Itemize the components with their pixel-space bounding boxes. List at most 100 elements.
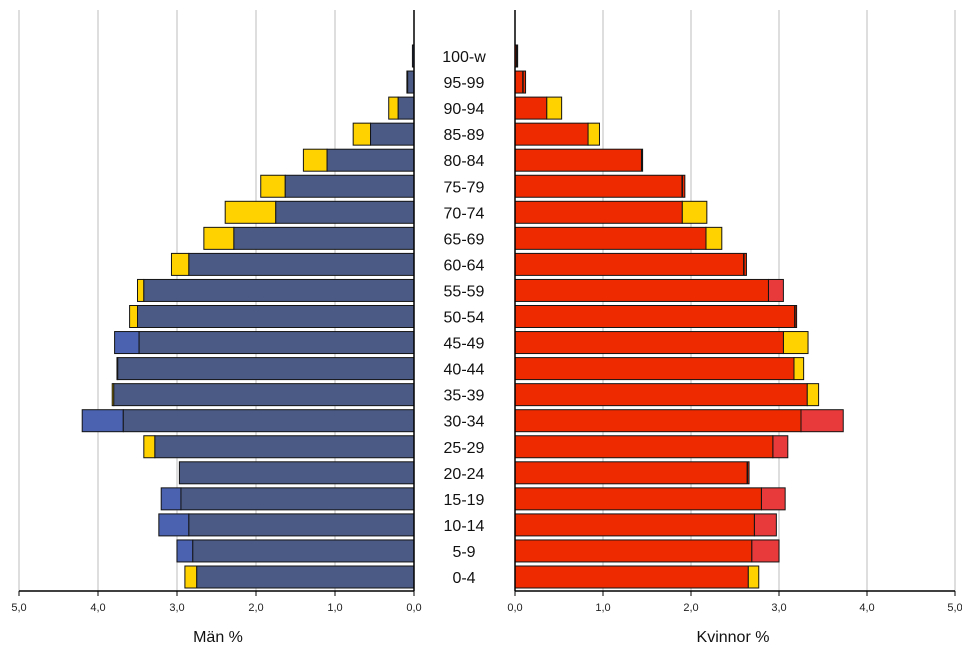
women-comparison-bar	[800, 409, 844, 433]
men-bar	[178, 461, 415, 485]
men-bar	[143, 278, 415, 302]
women-comparison-bar	[747, 565, 760, 589]
men-comparison-bar	[224, 200, 277, 224]
women-bar	[514, 539, 753, 563]
age-labels: 100-w 95-99 90-94 85-89 80-84 75-79 70-74 65-69…	[442, 49, 486, 587]
age-group-label: 30-34	[444, 414, 485, 431]
women-bar	[514, 226, 707, 250]
men-comparison-bar	[388, 96, 399, 120]
ticks-left: 5,0 4,0 3,0 2,0 1,0 0,0	[11, 591, 422, 614]
tick-label: 3,0	[169, 602, 184, 614]
men-bar	[117, 357, 415, 381]
age-group-label: 35-39	[444, 388, 485, 405]
age-group-label: 50-54	[444, 310, 485, 327]
men-bar	[326, 148, 415, 172]
tick-label: 2,0	[248, 602, 263, 614]
ticks-right: 0,0 1,0 2,0 3,0 4,0 5,0	[507, 591, 962, 614]
men-bar	[192, 539, 415, 563]
tick-label: 3,0	[771, 602, 786, 614]
age-group-label: 95-99	[444, 75, 485, 92]
men-comparison-bar	[158, 513, 190, 537]
age-group-label: 15-19	[444, 492, 485, 509]
axes	[19, 10, 955, 592]
age-group-label: 60-64	[444, 257, 485, 274]
men-comparison-bar	[352, 122, 372, 146]
women-comparison-bar	[760, 487, 786, 511]
women-bar	[514, 409, 802, 433]
men-bar	[275, 200, 415, 224]
men-bar	[154, 435, 415, 459]
men-bar	[284, 174, 415, 198]
age-group-label: 100-w	[442, 49, 486, 66]
men-bar	[370, 122, 415, 146]
women-bar	[514, 487, 762, 511]
tick-label: 1,0	[327, 602, 342, 614]
women-comparison-bar	[587, 122, 600, 146]
men-comparison-bar	[137, 278, 145, 302]
tick-label: 0,0	[507, 602, 522, 614]
men-bar	[138, 331, 415, 355]
age-group-label: 55-59	[444, 283, 485, 300]
age-group-label: 90-94	[444, 101, 485, 118]
men-axis-title: Män %	[193, 629, 243, 645]
women-bar	[514, 148, 644, 172]
age-group-label: 20-24	[444, 466, 485, 483]
tick-label: 4,0	[90, 602, 105, 614]
women-axis-title: Kvinnor %	[697, 629, 770, 645]
women-bar	[514, 383, 808, 407]
women-bar	[514, 331, 784, 355]
women-comparison-bar	[782, 331, 809, 355]
women-bar	[514, 357, 795, 381]
tick-label: 0,0	[406, 602, 421, 614]
women-comparison-bar	[806, 383, 820, 407]
women-bar	[514, 200, 683, 224]
women-comparison-bar	[772, 435, 789, 459]
men-bar	[188, 513, 415, 537]
women-bar	[514, 174, 686, 198]
women-comparison-bar	[753, 513, 777, 537]
women-comparison-bar	[546, 96, 563, 120]
women-bar	[514, 435, 774, 459]
women-bar	[514, 565, 749, 589]
women-bar	[514, 122, 589, 146]
men-bar	[180, 487, 415, 511]
men-bar	[137, 305, 415, 328]
age-group-label: 25-29	[444, 440, 485, 457]
men-comparison-bar	[176, 539, 194, 563]
women-bar	[514, 278, 769, 302]
women-bar	[514, 252, 747, 276]
age-group-label: 10-14	[444, 518, 485, 535]
men-bar	[122, 409, 415, 433]
women-bar	[514, 461, 750, 485]
age-group-label: 45-49	[444, 336, 485, 353]
women-comparison-bar	[705, 226, 723, 250]
men-bars	[81, 44, 415, 589]
women-comparison-bar	[751, 539, 780, 563]
tick-label: 5,0	[11, 602, 26, 614]
men-comparison-bar	[114, 331, 140, 355]
women-comparison-bar	[793, 357, 805, 381]
age-group-label: 85-89	[444, 127, 485, 144]
men-comparison-bar	[184, 565, 198, 589]
age-group-label: 0-4	[452, 570, 475, 587]
women-comparison-bar	[681, 200, 708, 224]
men-bar	[233, 226, 415, 250]
men-bar	[188, 252, 415, 276]
women-bar	[514, 70, 527, 94]
age-group-label: 40-44	[444, 362, 485, 379]
men-comparison-bar	[143, 435, 156, 459]
men-comparison-bar	[302, 148, 328, 172]
men-bar	[196, 565, 415, 589]
women-comparison-bar	[767, 278, 784, 302]
age-group-label: 65-69	[444, 231, 485, 248]
tick-label: 2,0	[683, 602, 698, 614]
men-bar	[113, 383, 415, 407]
men-comparison-bar	[170, 252, 190, 276]
tick-label: 5,0	[947, 602, 962, 614]
men-comparison-bar	[160, 487, 182, 511]
tick-label: 1,0	[595, 602, 610, 614]
men-comparison-bar	[81, 409, 124, 433]
age-group-label: 80-84	[444, 153, 485, 170]
men-comparison-bar	[260, 174, 286, 198]
